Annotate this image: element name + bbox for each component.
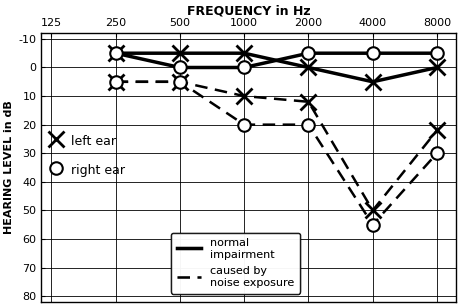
X-axis label: FREQUENCY in Hz: FREQUENCY in Hz <box>186 4 310 17</box>
Y-axis label: HEARING LEVEL in dB: HEARING LEVEL in dB <box>4 101 14 235</box>
Legend: normal
impairment, caused by
noise exposure: normal impairment, caused by noise expos… <box>171 233 299 293</box>
